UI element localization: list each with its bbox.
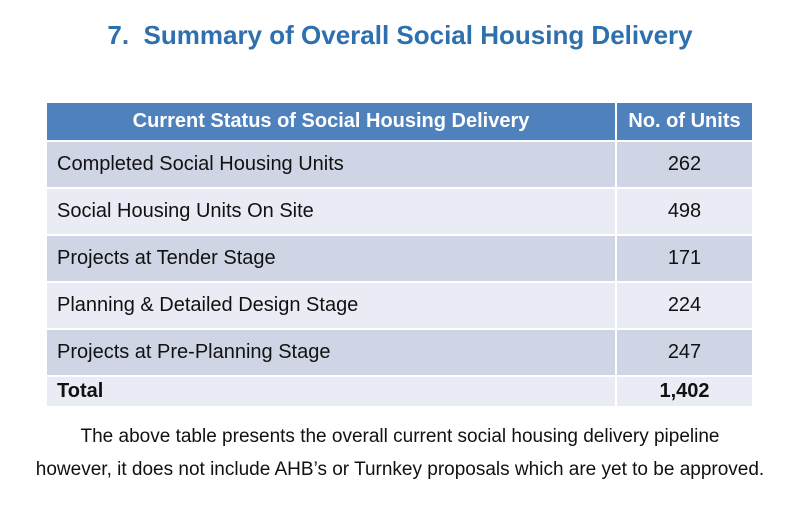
table-row: Social Housing Units On Site 498 bbox=[45, 187, 754, 236]
table-row: Completed Social Housing Units 262 bbox=[45, 140, 754, 189]
table-row: Projects at Tender Stage 171 bbox=[45, 234, 754, 283]
row-label: Projects at Tender Stage bbox=[45, 234, 617, 283]
row-label: Projects at Pre-Planning Stage bbox=[45, 328, 617, 377]
column-header-units: No. of Units bbox=[615, 101, 754, 142]
footnote-line-1: The above table presents the overall cur… bbox=[80, 426, 720, 447]
table-row: Planning & Detailed Design Stage 224 bbox=[45, 281, 754, 330]
social-housing-delivery-table: Current Status of Social Housing Deliver… bbox=[45, 101, 754, 408]
footnote-line-2: however, it does not include AHB’s or Tu… bbox=[35, 459, 765, 480]
row-label: Social Housing Units On Site bbox=[45, 187, 617, 236]
table-row: Projects at Pre-Planning Stage 247 bbox=[45, 328, 754, 377]
row-value: 498 bbox=[615, 187, 754, 236]
table-header-row: Current Status of Social Housing Deliver… bbox=[45, 101, 754, 142]
row-value: 247 bbox=[615, 328, 754, 377]
row-value: 171 bbox=[615, 234, 754, 283]
footnote: The above table presents the overall cur… bbox=[0, 420, 800, 486]
table-total-row: Total 1,402 bbox=[45, 375, 754, 408]
row-label: Planning & Detailed Design Stage bbox=[45, 281, 617, 330]
row-value: 224 bbox=[615, 281, 754, 330]
column-header-status: Current Status of Social Housing Deliver… bbox=[45, 101, 617, 142]
row-value: 262 bbox=[615, 140, 754, 189]
page-title: 7. Summary of Overall Social Housing Del… bbox=[107, 20, 693, 50]
total-label: Total bbox=[45, 375, 617, 408]
total-value: 1,402 bbox=[615, 375, 754, 408]
row-label: Completed Social Housing Units bbox=[45, 140, 617, 189]
